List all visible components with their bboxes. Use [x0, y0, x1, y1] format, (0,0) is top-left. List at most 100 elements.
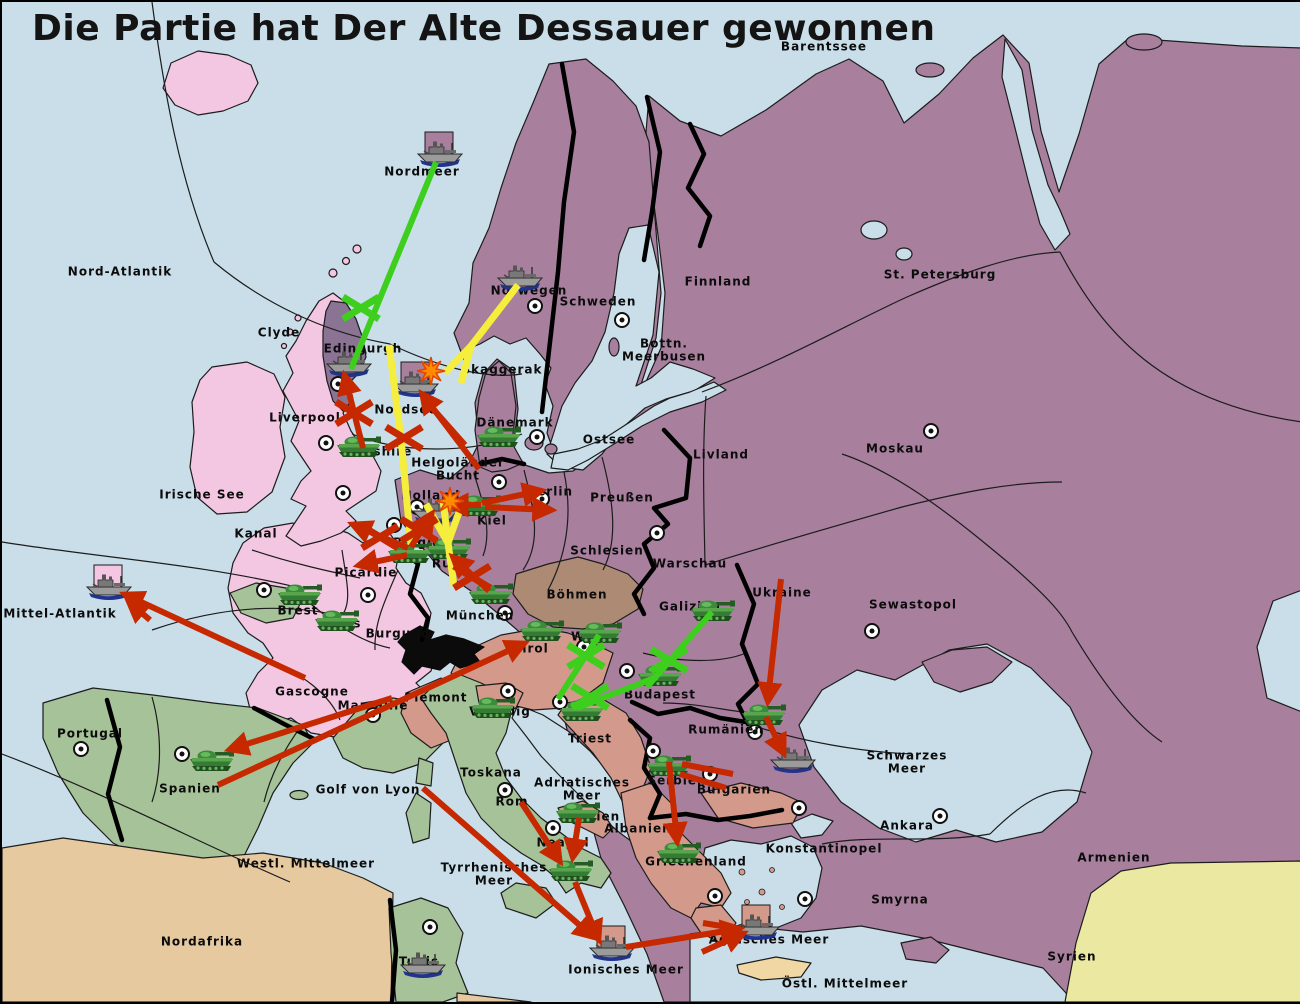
map-label: Burgund [365, 626, 431, 641]
army-unit-galizien [690, 595, 736, 625]
map-label: Liverpool [269, 410, 341, 425]
fleet-unit-holland [411, 496, 459, 526]
crimea [921, 646, 1013, 693]
supply-center-dot [318, 435, 334, 451]
army-unit-d-nemark [476, 421, 522, 451]
arctic-isle [915, 62, 945, 78]
aegean-isle [738, 868, 746, 876]
aegean-isle [779, 904, 785, 910]
lake-ladoga [860, 220, 888, 240]
supply-center-dot [645, 743, 661, 759]
supply-center-dot [649, 525, 665, 541]
map-label: Böhmen [546, 587, 608, 602]
map-label: Livland [693, 447, 749, 462]
map-label: Mittel-Atlantik [3, 606, 117, 621]
sea-black-sea [798, 643, 1093, 843]
map-label: Skaggerak [461, 362, 543, 377]
fleet-unit-tunis [399, 950, 447, 980]
map-label: Ionisches Meer [568, 962, 684, 977]
hebride [286, 328, 294, 336]
supply-center-dot [923, 423, 939, 439]
map-label: Rumänien [688, 722, 764, 737]
map-label: Barentssee [780, 39, 868, 54]
map-label: Östl. Mittelmeer [781, 976, 909, 991]
army-unit-rum-nien [741, 699, 787, 729]
supply-center-dot [932, 808, 948, 824]
army-unit-neapel [548, 855, 594, 885]
sea-baltic-south [550, 381, 727, 471]
supply-center-dot [386, 517, 402, 533]
landmass-iceland [162, 50, 259, 116]
orkney [328, 268, 338, 278]
map-label: Golf von Lyon [315, 782, 421, 797]
map-label: Marsaille [337, 698, 409, 713]
map-label: Helgoländer Bucht [411, 455, 505, 483]
army-unit-brest [277, 579, 323, 609]
supply-center-dot [497, 605, 513, 621]
map-label: Albanien [604, 821, 672, 836]
supply-center-dot [791, 800, 807, 816]
map-label: Finnland [684, 274, 752, 289]
map-label: Ostsee [582, 432, 636, 447]
lake-onega [895, 247, 913, 261]
fleet-unit--g-isches-meer [733, 912, 781, 942]
supply-center-dot [614, 312, 630, 328]
landmass-ireland [189, 361, 286, 515]
army-unit-yorkshire [336, 431, 382, 461]
map-label: Schwarzes Meer [866, 748, 948, 776]
supply-center-dot [619, 663, 635, 679]
map-label: München [445, 608, 515, 623]
kreta [736, 956, 812, 981]
map-label: Nordafrika [160, 934, 244, 949]
aegean-isle [758, 888, 766, 896]
sea-white-sea [1001, 38, 1071, 251]
map-label: Bulgarien [696, 782, 772, 797]
map-label: Ukraine [752, 585, 812, 600]
supply-center-dot [529, 429, 545, 445]
army-unit-apulien [555, 797, 601, 827]
map-label: Piemont [404, 690, 468, 705]
map-label: Bottn. Meerbusen [621, 336, 707, 364]
army-unit-ruhr [426, 533, 472, 563]
army-unit-serbien [646, 750, 692, 780]
supply-center-dot [174, 746, 190, 762]
army-unit-tirol [519, 615, 565, 645]
sea-bothnia-baltic [546, 224, 716, 471]
army-unit-griechenland [656, 837, 702, 867]
gotland [608, 337, 620, 357]
map-label: Westl. Mittelmeer [236, 856, 376, 871]
map-label: Portugal [56, 726, 124, 741]
map-label: Sewastopol [868, 597, 958, 612]
map-label: Budapest [624, 687, 696, 702]
hebride [280, 342, 288, 350]
sea-east-med [689, 925, 1071, 1002]
danish-isle [544, 443, 558, 455]
map-label: Ankara [880, 818, 934, 833]
map-label: Kiel [477, 513, 507, 528]
map-label: Nord-Atlantik [67, 264, 173, 279]
map-label: Clyde [257, 325, 301, 340]
shetland [352, 244, 362, 254]
africa-east-strip [456, 992, 532, 1002]
aegean-isle [769, 867, 775, 873]
map-label: Spanien [159, 781, 221, 796]
map-label: Picardie [334, 565, 398, 580]
supply-center-dot [707, 888, 723, 904]
map-label: Toskana [460, 765, 522, 780]
army-unit-kiel [456, 490, 502, 520]
map-label: Neapel [536, 835, 590, 850]
army-unit-spanien [189, 745, 235, 775]
supply-center-dot [797, 891, 813, 907]
supply-center-dot [335, 485, 351, 501]
arctic-isle [1125, 33, 1163, 51]
map-label: Schlesien [570, 543, 644, 558]
supply-center-dot [527, 298, 543, 314]
fleet-unit-edingurgh [325, 349, 373, 379]
supply-center-dot [360, 587, 376, 603]
army-unit-triest [559, 695, 605, 725]
map-label: Nordsee [374, 402, 438, 417]
landmass-north-africa [2, 837, 394, 1002]
region-syrien [1064, 860, 1300, 1002]
